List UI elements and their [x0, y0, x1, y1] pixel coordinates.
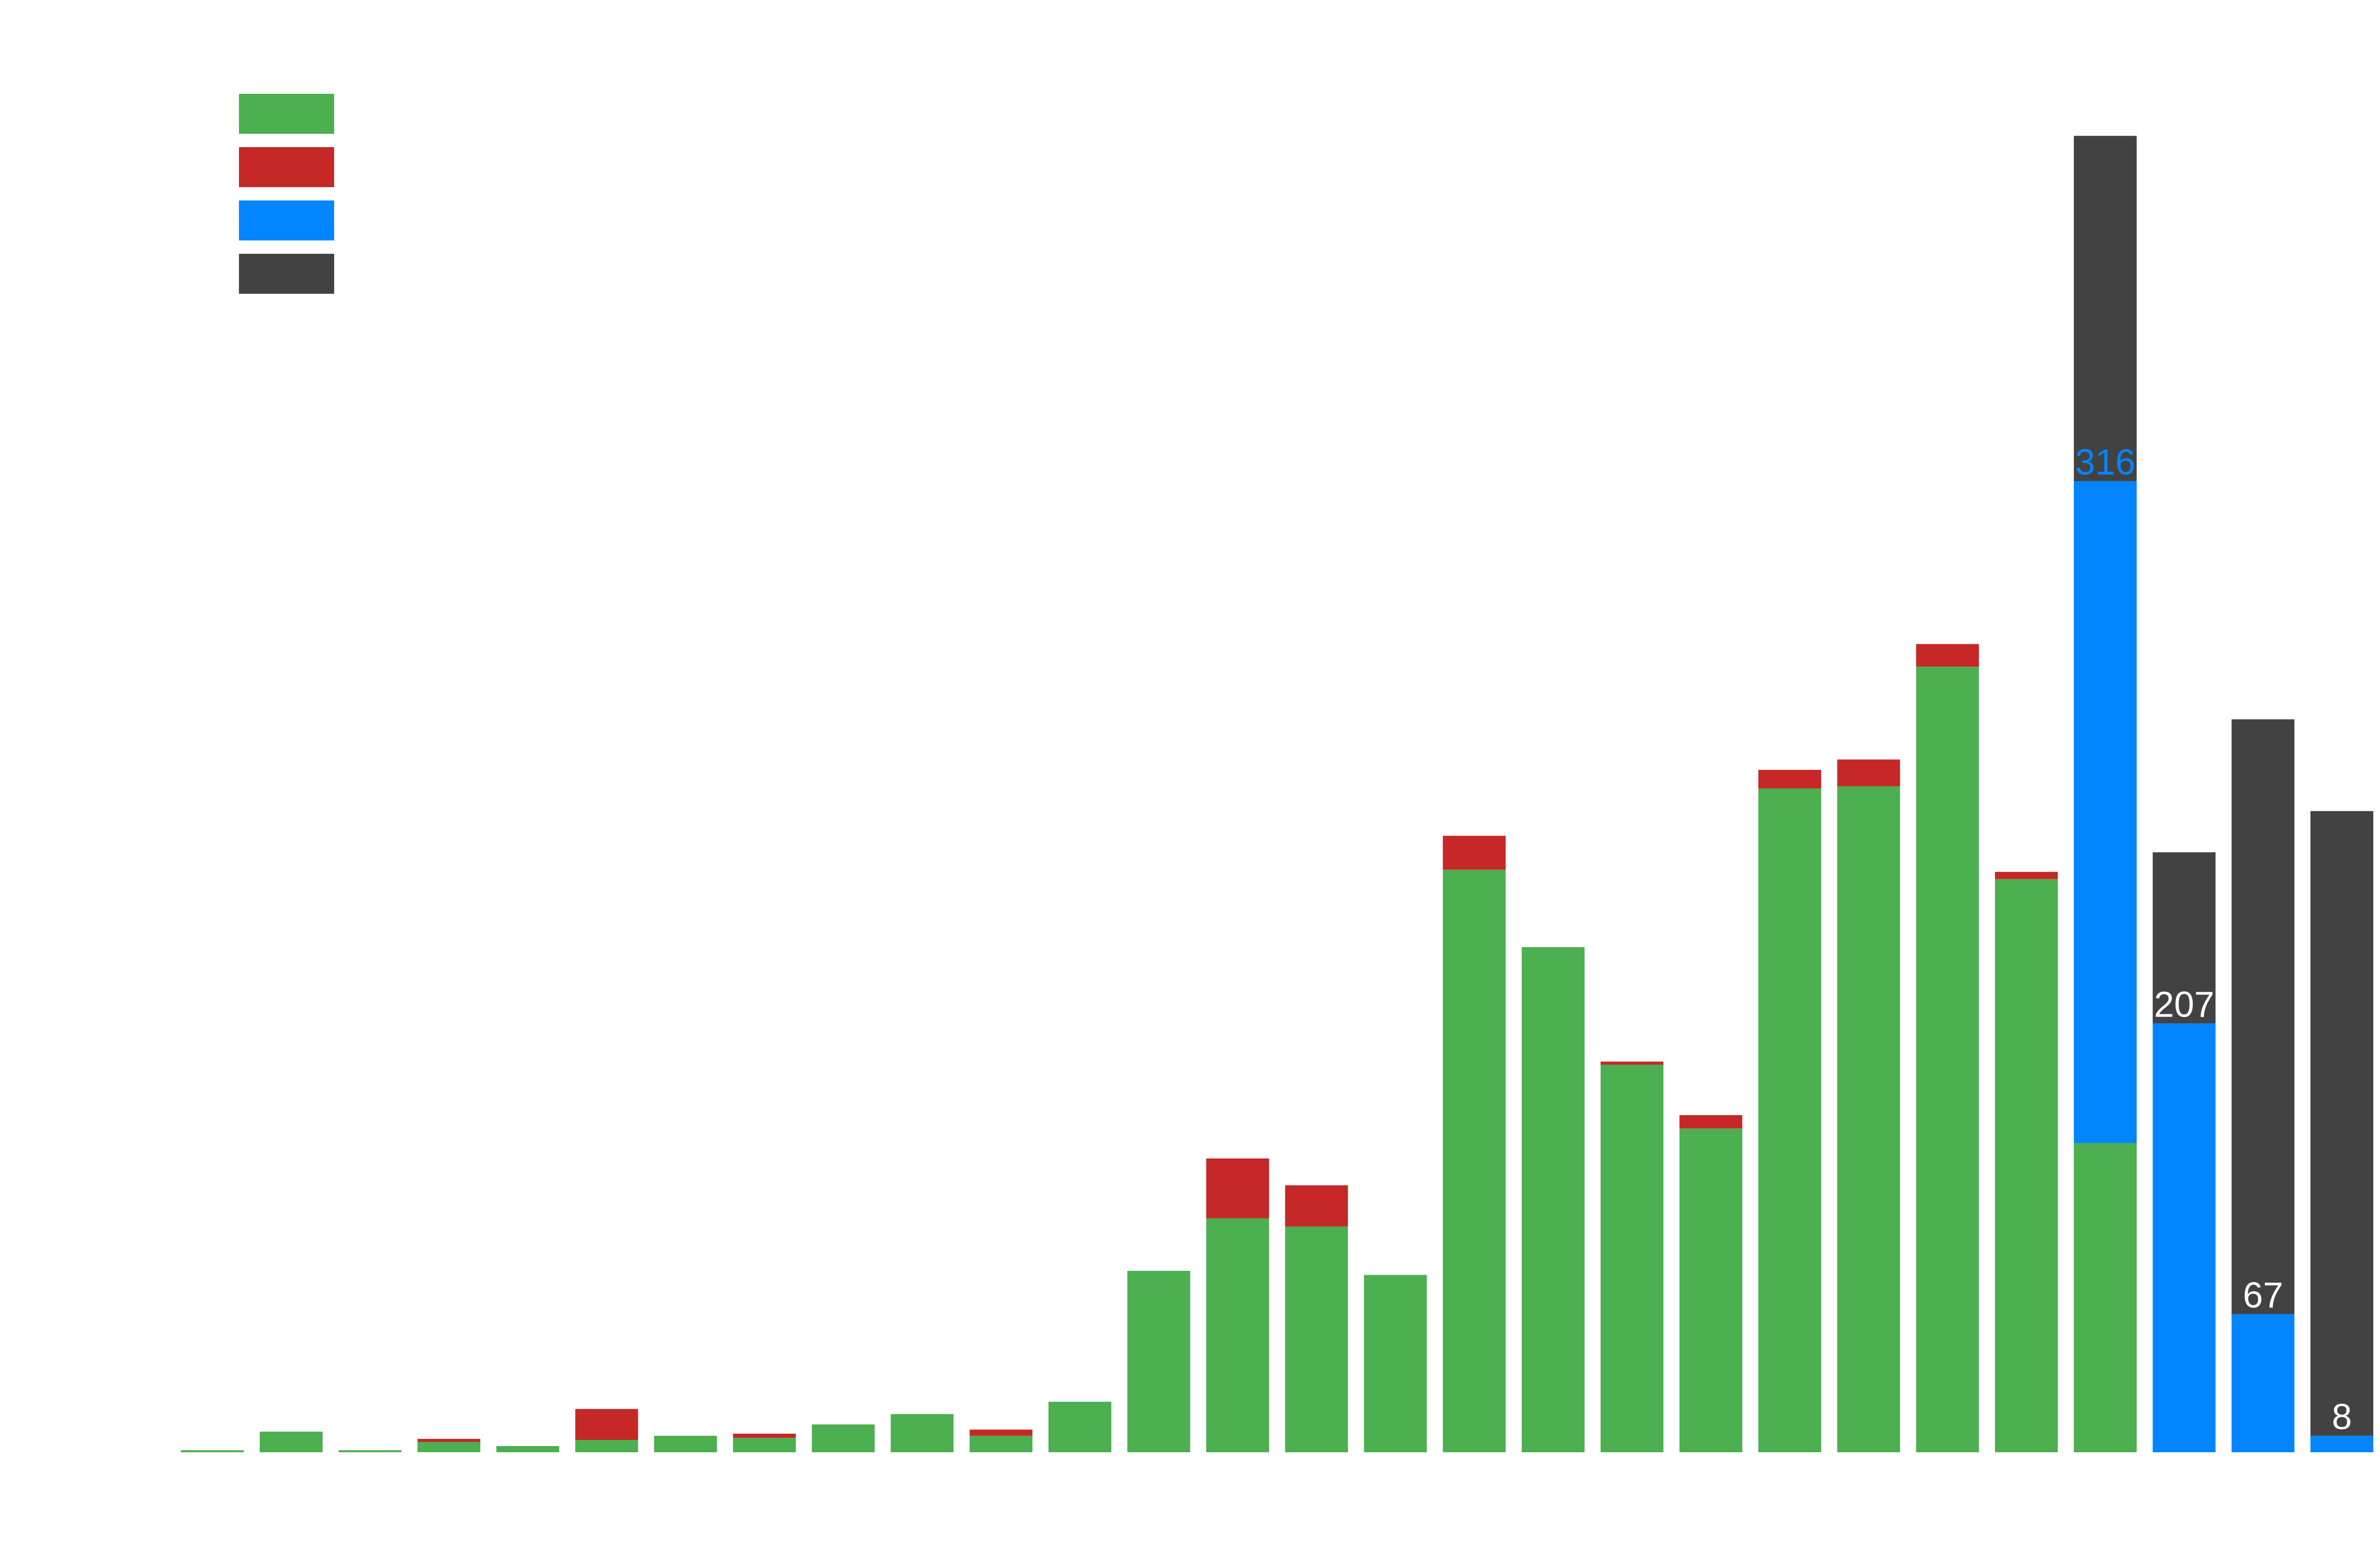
bar-segment-20-series-2 [1679, 1115, 1743, 1129]
bar-segment-9-series-1 [812, 1424, 875, 1452]
bar-segment-5-series-1 [496, 1446, 559, 1452]
bar-segment-27-series-4 [2231, 719, 2295, 1314]
bar-segment-12-series-1 [1048, 1401, 1111, 1452]
legend-swatch-series-2 [239, 147, 334, 187]
bar-segment-22-series-2 [1837, 759, 1900, 787]
bar-segment-8-series-1 [733, 1437, 796, 1452]
bar-segment-7-series-1 [654, 1436, 717, 1452]
bar-segment-4-series-1 [417, 1442, 481, 1452]
bar-segment-1-series-1 [181, 1450, 244, 1452]
data-label-bar-25: 316 [2075, 442, 2135, 483]
bar-segment-26-series-4 [2152, 852, 2216, 1024]
bar-segment-26-series-3 [2152, 1023, 2216, 1452]
data-labels-group: 3162076783 [2075, 442, 2352, 1437]
bar-segment-24-series-1 [1995, 879, 2058, 1452]
data-label-bar-26: 207 [2154, 984, 2214, 1025]
bar-segment-20-series-1 [1679, 1128, 1743, 1452]
bar-segment-25-series-4 [2073, 136, 2137, 481]
bar-segment-15-series-1 [1285, 1226, 1348, 1452]
bar-segment-22-series-1 [1837, 786, 1900, 1452]
bar-segment-25-series-3 [2073, 481, 2137, 1143]
data-label-bar-27: 67 [2243, 1275, 2283, 1316]
data-label-bar-28: 8 [2332, 1397, 2352, 1437]
bar-segment-19-series-2 [1600, 1061, 1664, 1065]
bar-segment-23-series-1 [1916, 667, 1979, 1452]
bar-segment-28-series-3 [2310, 1436, 2373, 1452]
bar-segment-11-series-1 [970, 1436, 1032, 1452]
bar-segment-15-series-2 [1285, 1185, 1348, 1227]
bar-segment-13-series-1 [1127, 1271, 1190, 1452]
bar-segment-4-series-2 [417, 1438, 481, 1442]
bar-segment-21-series-1 [1758, 788, 1821, 1452]
bar-segment-17-series-1 [1443, 869, 1506, 1452]
bar-segment-3-series-1 [338, 1450, 402, 1452]
legend-swatch-series-4 [239, 254, 334, 294]
bar-segment-2-series-1 [259, 1431, 323, 1452]
bar-segment-18-series-1 [1521, 947, 1585, 1452]
bar-segment-10-series-1 [891, 1414, 954, 1452]
bar-segment-28-series-4 [2310, 811, 2373, 1436]
bar-segment-21-series-2 [1758, 769, 1821, 788]
bar-segment-14-series-2 [1206, 1158, 1269, 1218]
bar-segment-23-series-2 [1916, 644, 1979, 667]
bar-segment-17-series-2 [1443, 836, 1506, 870]
bar-segment-19-series-1 [1600, 1065, 1664, 1452]
bar-segment-6-series-2 [575, 1409, 638, 1440]
bar-segment-14-series-1 [1206, 1218, 1269, 1452]
bar-segment-16-series-1 [1364, 1275, 1427, 1452]
bar-segment-27-series-3 [2231, 1314, 2295, 1452]
bars-group [181, 136, 2373, 1452]
bar-segment-8-series-2 [733, 1434, 796, 1438]
legend [239, 94, 334, 294]
bar-segment-6-series-1 [575, 1440, 638, 1452]
bar-segment-25-series-1 [2073, 1143, 2137, 1452]
legend-swatch-series-3 [239, 200, 334, 240]
bar-segment-24-series-2 [1995, 872, 2058, 879]
legend-swatch-series-1 [239, 94, 334, 134]
bar-segment-11-series-2 [970, 1429, 1032, 1436]
